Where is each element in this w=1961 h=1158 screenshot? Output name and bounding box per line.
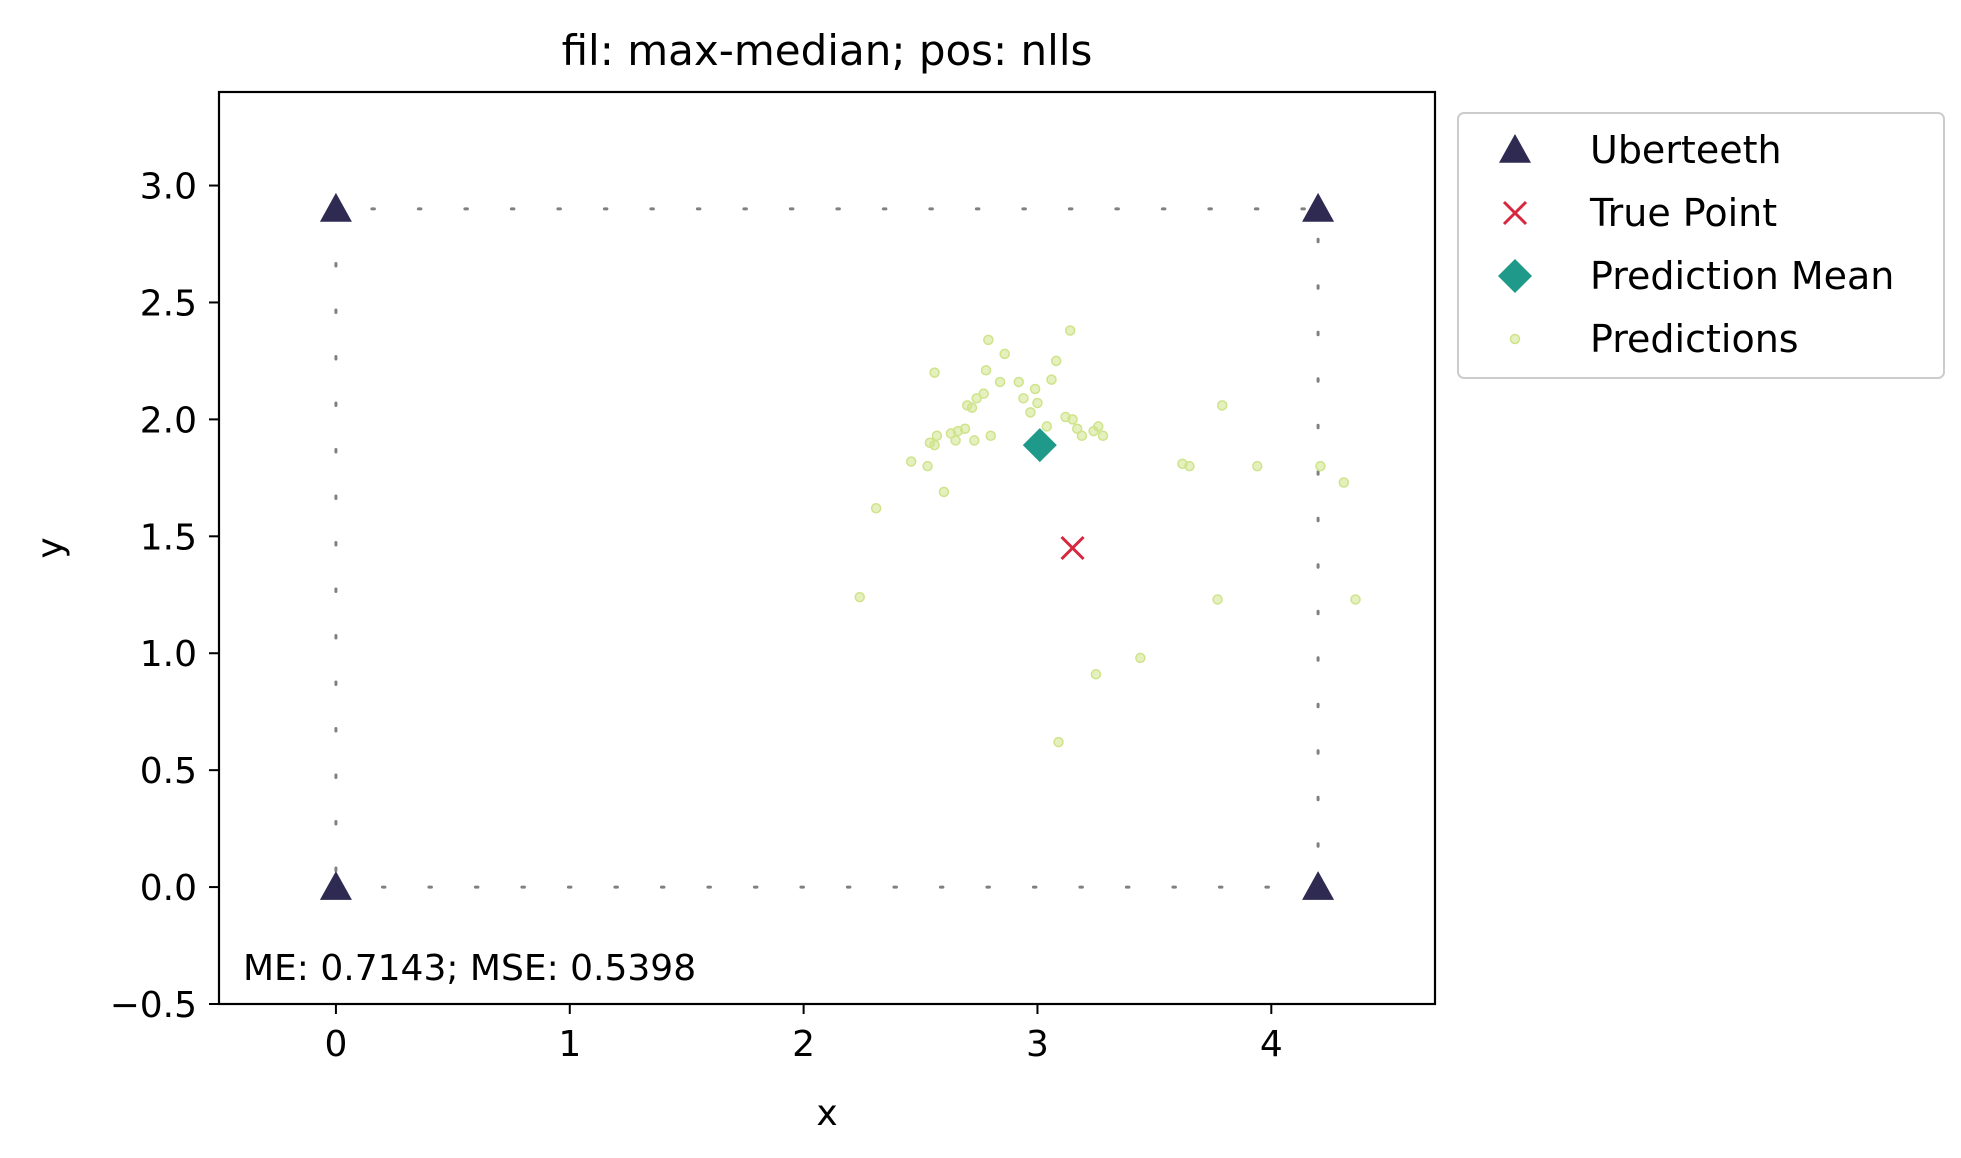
chart-title: fil: max-median; pos: nlls <box>562 26 1093 75</box>
predictions-point <box>983 334 994 346</box>
predictions-point <box>1135 652 1146 664</box>
y-tick-label: −0.5 <box>110 985 197 1026</box>
uberteeth-point <box>1302 192 1335 222</box>
y-tick-label: 1.5 <box>140 517 197 558</box>
predictions-point <box>938 486 950 498</box>
legend-label-prediction-mean: Prediction Mean <box>1590 254 1894 298</box>
legend-marker-predictions <box>1509 333 1521 345</box>
predictions-point <box>1338 477 1350 488</box>
y-tick-label: 1.0 <box>140 634 197 675</box>
predictions-point <box>1184 460 1195 472</box>
predictions-point <box>905 456 917 467</box>
legend-marker-uberteeth <box>1499 134 1531 163</box>
axis-ticks: 0 1 2 3 4 −0.5 0.0 0.5 1.0 1.5 2.0 2.5 3.0 <box>110 167 1283 1065</box>
legend-label-true-point: True Point <box>1589 191 1777 235</box>
predictions-point <box>929 367 940 378</box>
legend: Uberteeth True Point Prediction Mean Predic… <box>1457 112 1945 379</box>
uberteeth-point <box>319 871 352 900</box>
predictions-point <box>1064 325 1076 336</box>
predictions-point <box>1350 594 1361 605</box>
predictions-point <box>1025 407 1036 418</box>
predictions-point <box>978 388 989 399</box>
predictions-point <box>1216 400 1228 411</box>
predictions-point <box>1212 594 1223 605</box>
predictions-point <box>1041 421 1053 432</box>
legend-marker-true-point <box>1502 200 1528 226</box>
uberteeth-point <box>319 192 352 222</box>
predictions-point <box>1050 355 1062 367</box>
predictions-point <box>1090 669 1102 680</box>
predictions-point <box>999 348 1010 360</box>
x-tick-label: 3 <box>1026 1024 1049 1065</box>
predictions-point <box>1252 460 1263 472</box>
predictions-point <box>1071 423 1083 434</box>
boundary-outline <box>334 207 1320 889</box>
x-tick-label: 1 <box>558 1024 581 1065</box>
predictions-point <box>922 460 933 472</box>
predictions-point <box>980 365 992 376</box>
predictions-point <box>929 439 940 451</box>
uberteeth-point <box>1302 871 1335 900</box>
x-axis-label: x <box>816 1093 837 1134</box>
predictions-point <box>1029 383 1041 395</box>
legend-marker-prediction-mean <box>1498 259 1532 293</box>
error-annotation: ME: 0.7143; MSE: 0.5398 <box>243 948 696 989</box>
x-tick-label: 0 <box>324 1024 347 1065</box>
legend-frame <box>1457 112 1945 379</box>
predictions-point <box>1046 374 1057 385</box>
predictions-point <box>1018 393 1029 404</box>
y-axis-label: y <box>30 537 71 558</box>
predictions-point <box>1053 736 1064 748</box>
predictions-point <box>950 435 961 446</box>
predictions-point <box>1013 376 1025 388</box>
axes-frame <box>217 90 1437 1006</box>
predictions-point <box>1032 397 1043 409</box>
y-tick-label: 2.5 <box>140 283 197 324</box>
prediction-mean-point <box>1022 428 1057 463</box>
plot-area <box>319 192 1361 900</box>
predictions-point <box>959 423 971 434</box>
y-tick-label: 0.5 <box>140 751 197 792</box>
predictions-point <box>994 376 1006 388</box>
predictions-point <box>1315 460 1326 472</box>
predictions-point <box>969 435 980 446</box>
predictions-point <box>966 402 978 413</box>
x-tick-label: 4 <box>1260 1024 1283 1065</box>
y-tick-label: 2.0 <box>140 400 197 441</box>
legend-label-predictions: Predictions <box>1590 317 1799 361</box>
predictions-point <box>1097 430 1109 442</box>
predictions-point <box>854 591 865 603</box>
predictions-point <box>1093 421 1104 432</box>
predictions-point <box>931 430 943 442</box>
predictions-point <box>870 502 882 514</box>
predictions-point <box>985 430 996 442</box>
y-tick-label: 3.0 <box>140 167 197 208</box>
y-tick-label: 0.0 <box>140 868 197 909</box>
true-point-point <box>1060 535 1085 561</box>
legend-label-uberteeth: Uberteeth <box>1590 128 1782 172</box>
predictions-point <box>971 393 982 404</box>
predictions-point <box>1076 430 1088 442</box>
x-tick-label: 2 <box>792 1024 815 1065</box>
predictions-point <box>1067 414 1078 425</box>
